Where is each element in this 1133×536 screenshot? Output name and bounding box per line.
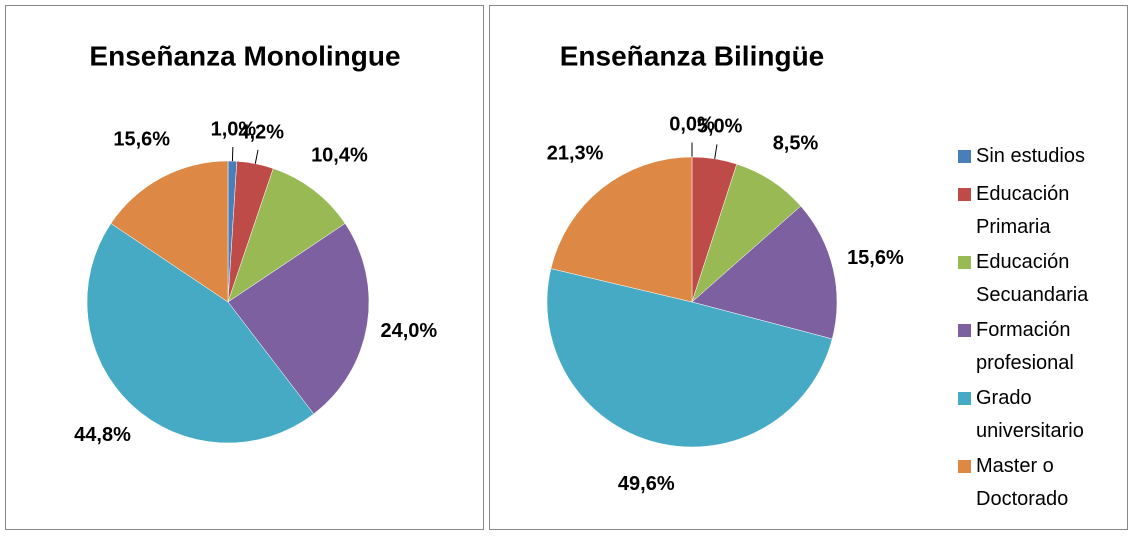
- legend-item: Grado universitario: [958, 382, 1108, 448]
- legend-item: Master o Doctorado: [958, 450, 1108, 516]
- legend-item: Formación profesional: [958, 314, 1108, 380]
- pie-slice: [110, 160, 229, 303]
- pie-slice: [550, 156, 693, 303]
- data-label: 1,0%: [211, 118, 257, 140]
- legend-text: Educación Secuandaria: [976, 251, 1089, 306]
- data-label: 10,4%: [311, 145, 368, 167]
- legend-swatch: [958, 324, 971, 337]
- data-label: 24,0%: [381, 320, 438, 342]
- leader-line: [714, 144, 718, 159]
- legend-swatch: [958, 460, 971, 473]
- pie-slice: [691, 205, 838, 340]
- legend-swatch: [958, 188, 971, 201]
- legend-item: Sin estudios: [958, 140, 1108, 173]
- data-label: 49,6%: [618, 473, 675, 495]
- data-label: 44,8%: [74, 424, 131, 446]
- leader-line: [254, 149, 259, 164]
- legend-swatch: [958, 392, 971, 405]
- data-label: 15,6%: [113, 129, 170, 151]
- legend-text: Educación Primaria: [976, 183, 1070, 238]
- pie-slice: [86, 223, 315, 444]
- legend-swatch: [958, 256, 971, 269]
- data-label: 0,0%: [669, 113, 715, 135]
- legend-text: Sin estudios: [976, 145, 1085, 167]
- data-label: 8,5%: [773, 133, 819, 155]
- chart-title: Enseñanza Monolingue: [89, 40, 400, 71]
- legend-text: Grado universitario: [976, 387, 1084, 442]
- legend-item: Educación Secuandaria: [958, 246, 1108, 312]
- pie-slice: [227, 168, 346, 303]
- chart-title: Enseñanza Bilingüe: [560, 40, 825, 71]
- legend-item: Educación Primaria: [958, 178, 1108, 244]
- legend-text: Formación profesional: [976, 319, 1074, 374]
- legend-text: Master o Doctorado: [976, 455, 1069, 510]
- panel: [489, 5, 1128, 530]
- panel: [5, 5, 484, 530]
- data-label: 21,3%: [547, 142, 604, 164]
- data-label: 5,0%: [697, 116, 743, 138]
- pie-slice: [546, 268, 833, 448]
- legend-swatch: [958, 150, 971, 163]
- data-label: 15,6%: [847, 247, 904, 269]
- pie-slice: [227, 223, 370, 415]
- data-label: 4,2%: [238, 122, 284, 144]
